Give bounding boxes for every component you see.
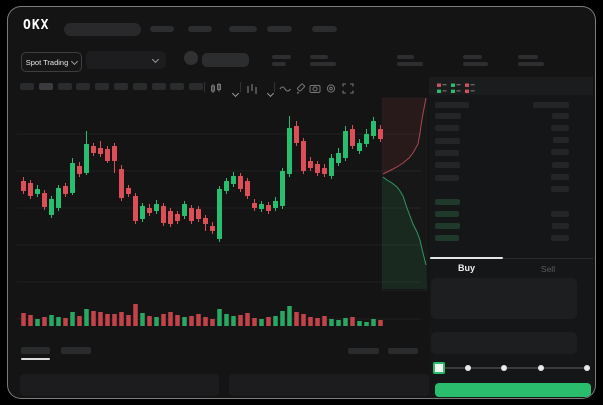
bid-row-price[interactable] (435, 211, 459, 217)
last-price-amount (551, 186, 569, 192)
nav-item-4[interactable] (312, 26, 337, 32)
ask-row-amount[interactable] (551, 149, 569, 156)
divider (204, 82, 205, 92)
timeframe-pill-1[interactable] (38, 83, 53, 90)
chevron-down-icon (71, 57, 79, 66)
stat-value-1 (310, 62, 336, 66)
okx-app-window: OKX Spot Trading (7, 6, 596, 399)
ask-row-price[interactable] (435, 113, 461, 119)
avatar[interactable] (184, 51, 198, 65)
timeframe-pill-9[interactable] (189, 83, 204, 90)
amount-slider-track[interactable] (437, 367, 589, 369)
ask-row-amount[interactable] (552, 112, 569, 119)
bid-row-price[interactable] (435, 223, 460, 229)
camera-icon[interactable] (309, 81, 321, 99)
stat-value-3 (463, 62, 488, 66)
bid-row-amount[interactable] (551, 211, 569, 217)
market-type-label: Spot Trading (25, 57, 69, 67)
volume-layer (21, 304, 383, 326)
stat-label-1 (310, 55, 328, 59)
ticker-price-placeholder (202, 53, 249, 67)
pair-selector-dropdown[interactable] (86, 51, 166, 69)
chevron-down-icon (151, 55, 160, 64)
ask-row-amount[interactable] (551, 174, 569, 180)
slider-stop-1[interactable] (501, 365, 507, 371)
bottom-tab-0[interactable] (21, 347, 50, 354)
book-both-icon[interactable] (437, 81, 447, 99)
buy-submit-button[interactable] (435, 383, 591, 397)
timeframe-pill-6[interactable] (132, 83, 147, 90)
fullscreen-icon[interactable] (342, 81, 354, 99)
bottom-control-0[interactable] (348, 348, 379, 354)
timeframe-pill-0[interactable] (20, 83, 34, 90)
ask-row-price[interactable] (435, 125, 459, 132)
ask-row-amount[interactable] (551, 124, 569, 131)
price-input[interactable] (431, 278, 577, 319)
chart-type-icon[interactable] (246, 81, 258, 99)
timeframe-pill-4[interactable] (95, 83, 110, 90)
bottom-control-1[interactable] (388, 348, 418, 354)
timeframe-pill-5[interactable] (114, 83, 128, 90)
orderbook-trade-panel: Buy Sell (429, 77, 593, 398)
timeframe-pill-8[interactable] (170, 83, 185, 90)
ask-row-price[interactable] (435, 174, 459, 181)
nav-item-1[interactable] (188, 26, 212, 32)
price-chart[interactable] (16, 94, 428, 342)
stat-label-4 (518, 55, 538, 59)
orderbook-header-price (435, 102, 469, 108)
nav-item-0[interactable] (150, 26, 174, 32)
stat-label-0 (272, 55, 291, 59)
ask-row-price[interactable] (435, 149, 459, 156)
nav-item-2[interactable] (229, 26, 257, 32)
bottom-tab-1[interactable] (61, 347, 91, 354)
divider (274, 82, 275, 92)
ask-row-amount[interactable] (552, 161, 569, 168)
amount-input[interactable] (431, 332, 577, 354)
timeframe-pill-3[interactable] (76, 83, 91, 90)
nav-item-3[interactable] (267, 26, 292, 32)
bid-row-price[interactable] (435, 199, 460, 205)
stat-value-2 (397, 62, 423, 66)
depth-overlay (381, 97, 428, 292)
ask-row-price[interactable] (435, 137, 460, 144)
orders-panel-placeholder (20, 374, 219, 396)
book-bids-icon[interactable] (451, 81, 461, 99)
tab-buy[interactable]: Buy (457, 263, 475, 273)
market-type-dropdown[interactable]: Spot Trading (21, 52, 82, 72)
stat-value-0 (272, 62, 286, 66)
slider-handle[interactable] (433, 362, 445, 374)
slider-stop-3[interactable] (584, 365, 590, 371)
divider (240, 82, 241, 92)
bid-row-amount[interactable] (551, 235, 569, 241)
okx-logo[interactable]: OKX (23, 18, 50, 33)
bid-row-price[interactable] (435, 235, 459, 241)
draw-pencil-icon[interactable] (295, 81, 307, 99)
active-tab-indicator (430, 257, 503, 259)
book-asks-icon[interactable] (465, 81, 475, 99)
stat-label-2 (397, 55, 414, 59)
bottom-active-tab-indicator (21, 358, 50, 360)
settings-icon[interactable] (325, 81, 337, 99)
history-panel-placeholder (229, 374, 429, 396)
stat-label-3 (463, 55, 482, 59)
tab-sell[interactable]: Sell (540, 264, 556, 274)
timeframe-pill-2[interactable] (57, 83, 72, 90)
stat-value-4 (518, 62, 544, 66)
bid-row-amount[interactable] (552, 223, 569, 229)
candles-layer (21, 116, 383, 242)
interval-icon[interactable] (210, 81, 222, 99)
slider-stop-0[interactable] (465, 365, 471, 371)
search-input[interactable] (64, 23, 141, 36)
indicator-wave-icon[interactable] (279, 81, 292, 99)
orderbook-toolbar (429, 77, 593, 95)
orderbook-header-amount (533, 102, 569, 108)
timeframe-pill-7[interactable] (151, 83, 166, 90)
slider-stop-2[interactable] (538, 365, 544, 371)
tab-divider (429, 258, 593, 259)
ask-row-amount[interactable] (553, 137, 569, 144)
ask-row-price[interactable] (435, 162, 460, 169)
